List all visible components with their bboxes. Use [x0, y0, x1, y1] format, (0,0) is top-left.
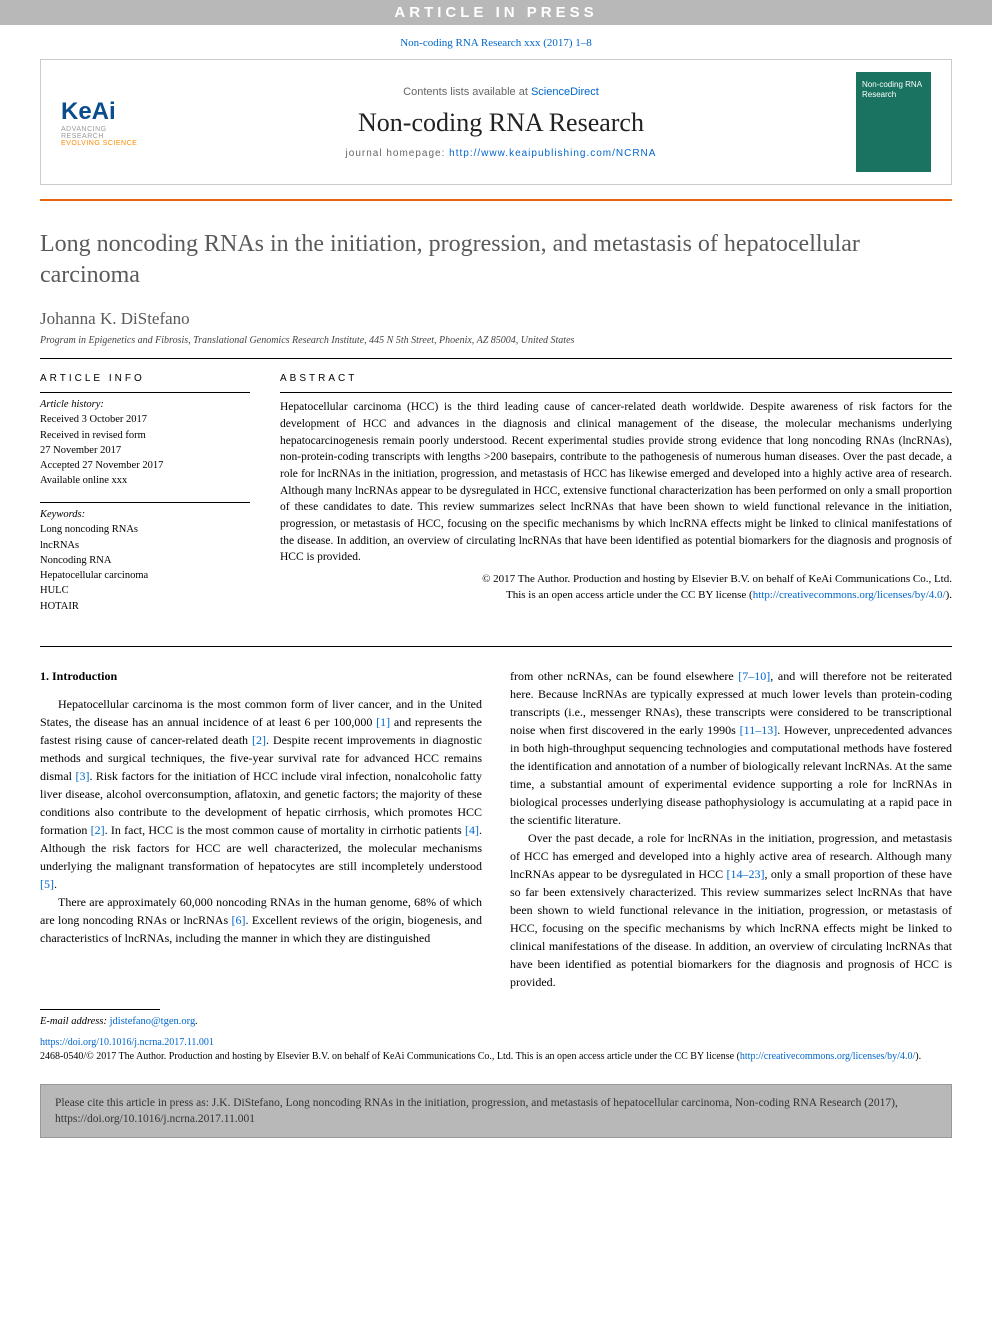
body-paragraph: Over the past decade, a role for lncRNAs… [510, 829, 952, 991]
body-column-left: 1. Introduction Hepatocellular carcinoma… [40, 667, 482, 991]
citation-header: Non-coding RNA Research xxx (2017) 1–8 [0, 25, 992, 59]
text-run: . However, unprecedented advances in bot… [510, 723, 952, 827]
copyright-line-1: © 2017 The Author. Production and hostin… [482, 573, 952, 585]
copyright-line-2b: ). [946, 589, 952, 601]
sciencedirect-link[interactable]: ScienceDirect [531, 86, 599, 98]
citation-link[interactable]: [2] [91, 823, 105, 837]
article-info-head: ARTICLE INFO [40, 373, 250, 384]
footer-area: E-mail address: jdistefano@tgen.org. htt… [0, 1016, 992, 1074]
journal-title: Non-coding RNA Research [146, 108, 856, 138]
please-cite-box: Please cite this article in press as: J.… [40, 1084, 952, 1138]
history-line: Received in revised form [40, 428, 250, 443]
author-affiliation: Program in Epigenetics and Fibrosis, Tra… [40, 335, 952, 346]
contents-list-line: Contents lists available at ScienceDirec… [146, 86, 856, 98]
abstract-column: ABSTRACT Hepatocellular carcinoma (HCC) … [280, 373, 952, 627]
keywords-block: Keywords: Long noncoding RNAs lncRNAs No… [40, 502, 250, 613]
article-info-column: ARTICLE INFO Article history: Received 3… [40, 373, 250, 627]
body-paragraph: Hepatocellular carcinoma is the most com… [40, 695, 482, 893]
copyright-line-2a: This is an open access article under the… [506, 589, 753, 601]
text-run: . In fact, HCC is the most common cause … [105, 823, 465, 837]
info-abstract-row: ARTICLE INFO Article history: Received 3… [40, 373, 952, 627]
citation-link[interactable]: [4] [465, 823, 479, 837]
body-paragraph: There are approximately 60,000 noncoding… [40, 893, 482, 947]
keywords-label: Keywords: [40, 509, 250, 520]
cc-license-link[interactable]: http://creativecommons.org/licenses/by/4… [753, 589, 946, 601]
history-line: 27 November 2017 [40, 443, 250, 458]
body-two-column: 1. Introduction Hepatocellular carcinoma… [0, 667, 992, 991]
citation-link[interactable]: [6] [232, 913, 246, 927]
body-paragraph: from other ncRNAs, can be found elsewher… [510, 667, 952, 829]
logo-tagline-1: ADVANCING RESEARCH [61, 126, 146, 140]
publisher-logo: KeAi ADVANCING RESEARCH EVOLVING SCIENCE [61, 98, 146, 147]
citation-link[interactable]: [2] [252, 733, 266, 747]
article-front-matter: Long noncoding RNAs in the initiation, p… [0, 201, 992, 628]
logo-tagline-2: EVOLVING SCIENCE [61, 140, 146, 147]
cc-license-link-footer[interactable]: http://creativecommons.org/licenses/by/4… [740, 1051, 915, 1062]
citation-link[interactable]: [1] [376, 715, 390, 729]
article-title: Long noncoding RNAs in the initiation, p… [40, 229, 952, 291]
article-in-press-banner: ARTICLE IN PRESS [0, 0, 992, 25]
citation-link[interactable]: [5] [40, 877, 54, 891]
issn-copyright-line: 2468-0540/© 2017 The Author. Production … [40, 1050, 952, 1064]
author-name: Johanna K. DiStefano [40, 309, 952, 329]
footnote-separator [40, 1009, 160, 1010]
abstract-copyright: © 2017 The Author. Production and hostin… [280, 572, 952, 604]
keyword: Noncoding RNA [40, 553, 250, 568]
abstract-text: Hepatocellular carcinoma (HCC) is the th… [280, 399, 952, 566]
keyword: lncRNAs [40, 538, 250, 553]
text-run: from other ncRNAs, can be found elsewher… [510, 669, 738, 683]
text-run: . [54, 877, 57, 891]
divider [40, 358, 952, 359]
citation-link[interactable]: [14–23] [727, 867, 765, 881]
citation-link[interactable]: [11–13] [740, 723, 778, 737]
header-center: Contents lists available at ScienceDirec… [146, 86, 856, 159]
body-divider [40, 646, 952, 647]
homepage-line: journal homepage: http://www.keaipublish… [146, 148, 856, 159]
homepage-link[interactable]: http://www.keaipublishing.com/NCRNA [449, 148, 656, 159]
logo-name: KeAi [61, 98, 146, 126]
history-line: Accepted 27 November 2017 [40, 458, 250, 473]
email-label: E-mail address: [40, 1016, 110, 1027]
keyword: HULC [40, 583, 250, 598]
email-line: E-mail address: jdistefano@tgen.org. [40, 1016, 952, 1027]
cover-text: Non-coding RNA Research [862, 80, 925, 99]
abstract-head: ABSTRACT [280, 373, 952, 384]
issn-text-b: ). [915, 1051, 921, 1062]
contents-prefix: Contents lists available at [403, 86, 531, 98]
article-history-block: Article history: Received 3 October 2017… [40, 392, 250, 488]
keyword: Hepatocellular carcinoma [40, 568, 250, 583]
body-column-right: from other ncRNAs, can be found elsewher… [510, 667, 952, 991]
history-line: Available online xxx [40, 473, 250, 488]
introduction-heading: 1. Introduction [40, 667, 482, 685]
journal-cover-thumbnail: Non-coding RNA Research [856, 72, 931, 172]
text-run: , only a small proportion of these have … [510, 867, 952, 989]
citation-link[interactable]: [7–10] [738, 669, 770, 683]
citation-link[interactable]: [3] [75, 769, 89, 783]
homepage-prefix: journal homepage: [346, 148, 450, 159]
author-email-link[interactable]: jdistefano@tgen.org [110, 1016, 196, 1027]
journal-header-box: KeAi ADVANCING RESEARCH EVOLVING SCIENCE… [40, 59, 952, 185]
history-line: Received 3 October 2017 [40, 412, 250, 427]
history-label: Article history: [40, 399, 250, 410]
issn-text-a: 2468-0540/© 2017 The Author. Production … [40, 1051, 740, 1062]
doi-link[interactable]: https://doi.org/10.1016/j.ncrna.2017.11.… [40, 1037, 952, 1048]
keyword: Long noncoding RNAs [40, 522, 250, 537]
keyword: HOTAIR [40, 599, 250, 614]
